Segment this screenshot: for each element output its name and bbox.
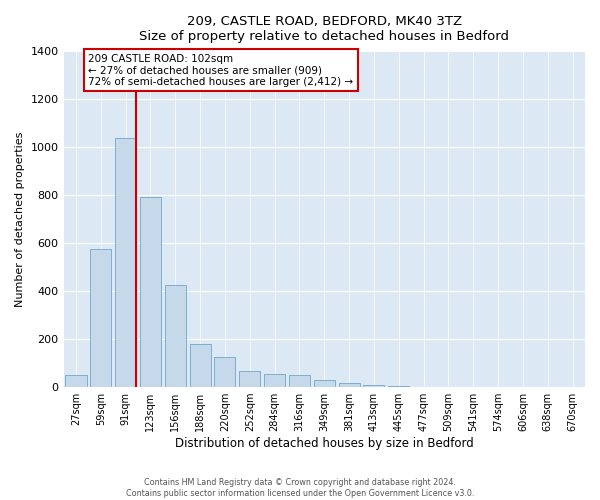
Bar — [264, 374, 285, 387]
Bar — [115, 138, 136, 387]
Bar — [338, 383, 359, 387]
Title: 209, CASTLE ROAD, BEDFORD, MK40 3TZ
Size of property relative to detached houses: 209, CASTLE ROAD, BEDFORD, MK40 3TZ Size… — [139, 15, 509, 43]
Bar — [214, 357, 235, 387]
Bar — [90, 249, 112, 387]
Text: 209 CASTLE ROAD: 102sqm
← 27% of detached houses are smaller (909)
72% of semi-d: 209 CASTLE ROAD: 102sqm ← 27% of detache… — [88, 54, 353, 86]
Bar — [239, 372, 260, 387]
Y-axis label: Number of detached properties: Number of detached properties — [15, 132, 25, 307]
Bar — [190, 344, 211, 387]
Text: Contains HM Land Registry data © Crown copyright and database right 2024.
Contai: Contains HM Land Registry data © Crown c… — [126, 478, 474, 498]
Bar — [388, 386, 409, 387]
Bar — [364, 384, 385, 387]
Bar — [314, 380, 335, 387]
Bar — [65, 375, 86, 387]
Bar — [140, 198, 161, 387]
X-axis label: Distribution of detached houses by size in Bedford: Distribution of detached houses by size … — [175, 437, 473, 450]
Bar — [289, 375, 310, 387]
Bar — [165, 285, 186, 387]
